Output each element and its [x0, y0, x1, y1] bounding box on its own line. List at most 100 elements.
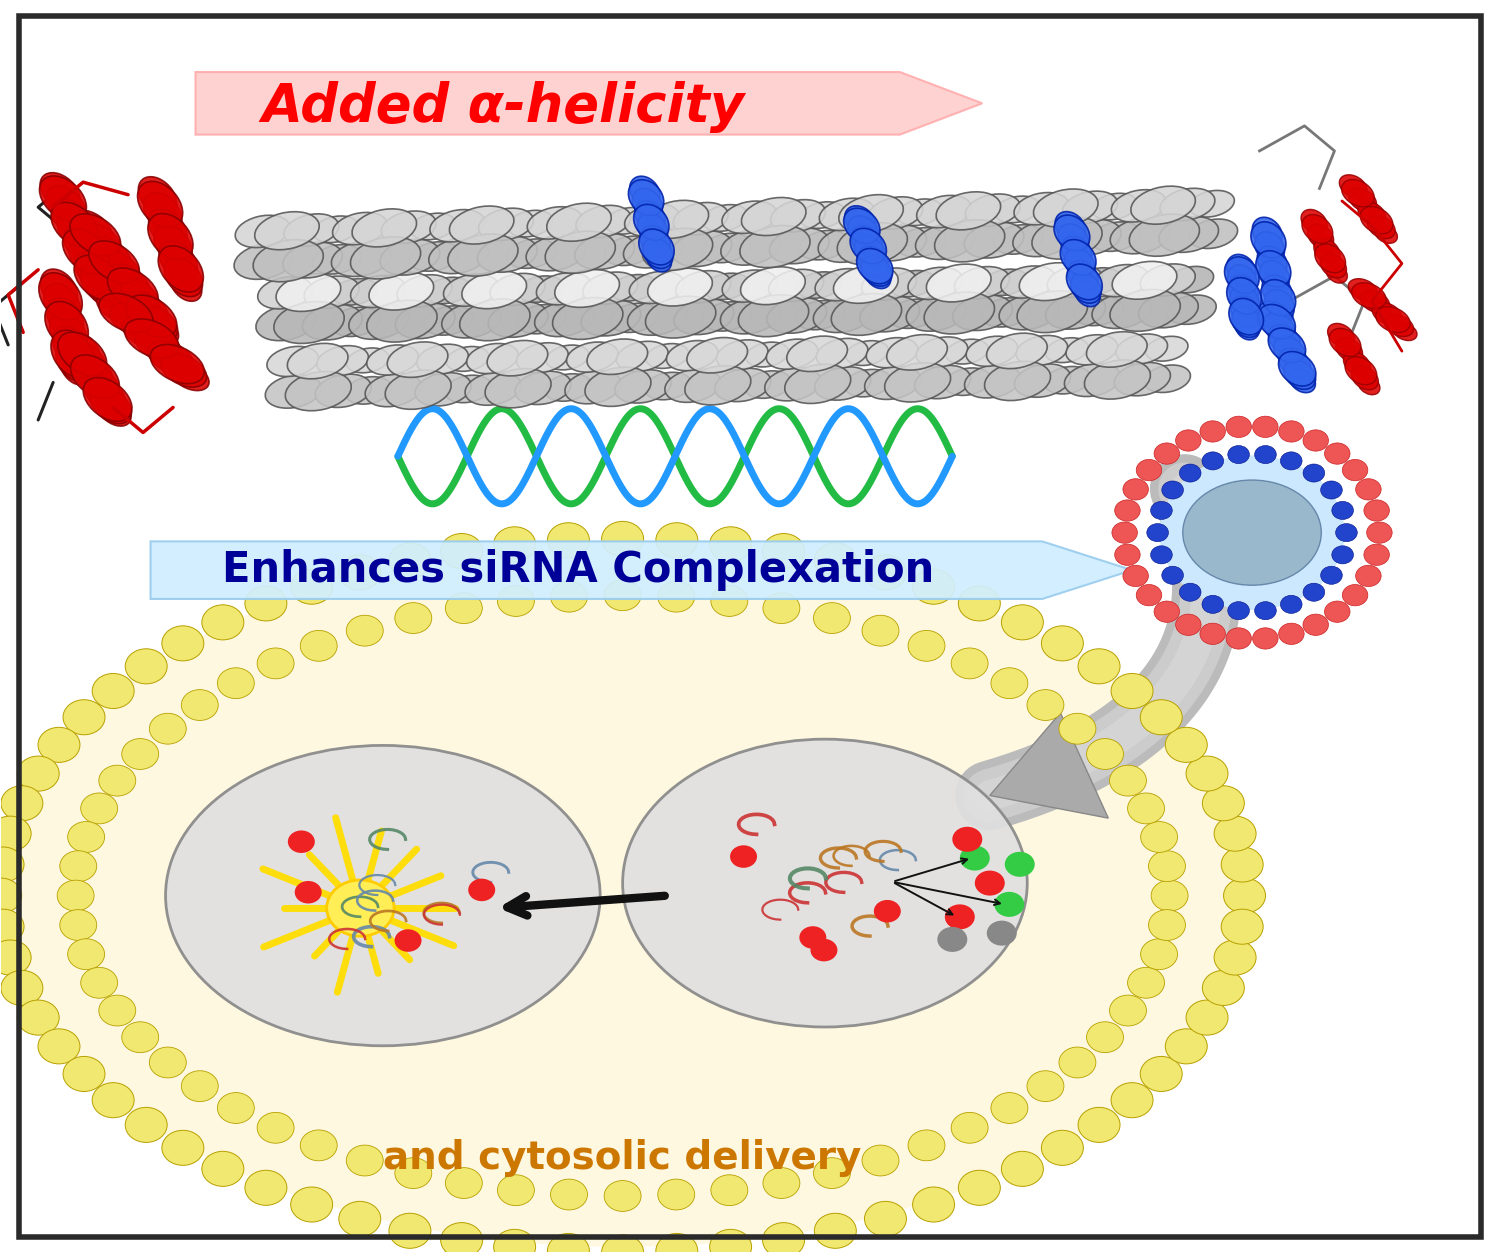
Ellipse shape — [640, 226, 670, 256]
Circle shape — [388, 1213, 430, 1248]
Ellipse shape — [171, 363, 208, 391]
Circle shape — [346, 1145, 382, 1175]
Circle shape — [1078, 649, 1120, 684]
Ellipse shape — [1280, 345, 1305, 370]
Ellipse shape — [1084, 360, 1150, 400]
Ellipse shape — [1269, 325, 1300, 355]
Ellipse shape — [1258, 304, 1296, 340]
Ellipse shape — [818, 227, 878, 262]
Circle shape — [291, 569, 333, 604]
Circle shape — [1114, 544, 1140, 565]
Ellipse shape — [1168, 267, 1214, 293]
Ellipse shape — [722, 200, 777, 233]
Ellipse shape — [638, 213, 668, 244]
Ellipse shape — [1227, 264, 1257, 296]
Ellipse shape — [303, 304, 362, 340]
Circle shape — [1186, 756, 1228, 791]
Circle shape — [60, 851, 96, 882]
Circle shape — [1200, 421, 1225, 442]
Circle shape — [1186, 1000, 1228, 1035]
Ellipse shape — [740, 226, 810, 268]
Circle shape — [494, 1229, 536, 1253]
Circle shape — [1166, 1029, 1208, 1064]
Ellipse shape — [702, 233, 752, 263]
Ellipse shape — [834, 266, 898, 303]
Ellipse shape — [819, 198, 874, 231]
Ellipse shape — [952, 294, 1012, 331]
Circle shape — [1224, 878, 1266, 913]
Ellipse shape — [867, 226, 927, 261]
Ellipse shape — [447, 347, 489, 371]
Ellipse shape — [981, 298, 1030, 327]
Ellipse shape — [982, 269, 1028, 296]
Ellipse shape — [138, 182, 183, 228]
Ellipse shape — [78, 363, 118, 401]
Ellipse shape — [507, 211, 554, 237]
Circle shape — [1176, 430, 1202, 451]
Ellipse shape — [765, 367, 820, 401]
Ellipse shape — [1335, 337, 1362, 361]
Ellipse shape — [868, 197, 922, 229]
Circle shape — [952, 827, 982, 852]
Ellipse shape — [70, 355, 120, 398]
Ellipse shape — [624, 232, 682, 268]
Ellipse shape — [87, 276, 120, 307]
Circle shape — [202, 605, 244, 640]
Circle shape — [1150, 880, 1188, 911]
Circle shape — [1110, 766, 1146, 796]
Circle shape — [1335, 524, 1358, 541]
Ellipse shape — [78, 224, 122, 259]
Circle shape — [945, 905, 975, 930]
Ellipse shape — [585, 367, 651, 406]
Circle shape — [0, 878, 21, 913]
Circle shape — [1128, 967, 1164, 999]
Ellipse shape — [885, 362, 951, 402]
Ellipse shape — [646, 247, 672, 272]
Ellipse shape — [74, 256, 122, 301]
Circle shape — [122, 1021, 159, 1053]
Circle shape — [1278, 623, 1304, 644]
Ellipse shape — [159, 241, 198, 281]
Circle shape — [1324, 442, 1350, 464]
Ellipse shape — [381, 211, 436, 243]
Ellipse shape — [771, 199, 825, 232]
Ellipse shape — [53, 327, 90, 367]
Ellipse shape — [84, 375, 124, 412]
Circle shape — [0, 816, 32, 851]
Ellipse shape — [350, 303, 408, 340]
Ellipse shape — [1131, 187, 1196, 224]
Ellipse shape — [1017, 291, 1088, 332]
Circle shape — [1041, 1130, 1083, 1165]
Ellipse shape — [1376, 307, 1410, 332]
Ellipse shape — [333, 213, 387, 244]
Ellipse shape — [642, 222, 666, 247]
Ellipse shape — [546, 345, 588, 370]
Circle shape — [862, 1145, 898, 1175]
Ellipse shape — [1233, 293, 1257, 320]
Ellipse shape — [1062, 192, 1118, 223]
Circle shape — [1304, 430, 1329, 451]
Ellipse shape — [1014, 193, 1070, 224]
Circle shape — [813, 1158, 850, 1189]
Ellipse shape — [1013, 221, 1072, 257]
Ellipse shape — [800, 202, 844, 228]
Circle shape — [1002, 605, 1044, 640]
Circle shape — [908, 630, 945, 662]
Ellipse shape — [1342, 347, 1364, 366]
Ellipse shape — [813, 297, 873, 332]
Ellipse shape — [744, 371, 790, 398]
Ellipse shape — [1086, 332, 1148, 367]
Ellipse shape — [258, 277, 312, 309]
Circle shape — [60, 910, 96, 941]
Ellipse shape — [1062, 219, 1120, 256]
Ellipse shape — [586, 340, 648, 375]
Circle shape — [63, 1056, 105, 1091]
Ellipse shape — [144, 193, 182, 232]
Ellipse shape — [1269, 299, 1293, 325]
Circle shape — [1140, 699, 1182, 734]
Circle shape — [388, 543, 430, 578]
Circle shape — [16, 756, 58, 791]
Circle shape — [1002, 1152, 1044, 1187]
Ellipse shape — [1302, 214, 1334, 243]
Ellipse shape — [106, 264, 150, 301]
